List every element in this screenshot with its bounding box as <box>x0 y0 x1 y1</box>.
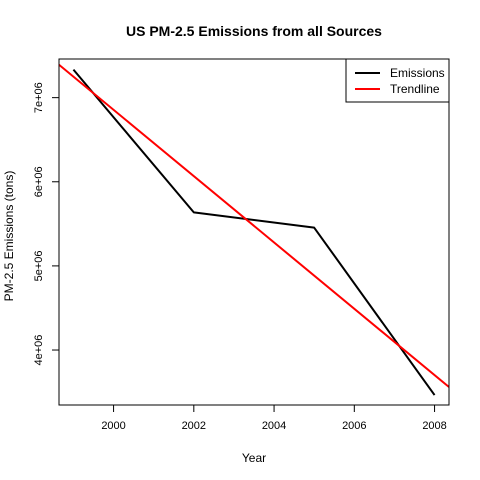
x-tick-label: 2004 <box>262 420 286 432</box>
plot-area: 2000 2002 2004 2006 2008 4e+06 5e+06 6e+06 7e+06… <box>33 58 450 432</box>
series-line-emissions <box>72 68 436 396</box>
x-axis-label: Year <box>242 451 266 465</box>
legend-box <box>345 58 450 103</box>
x-tick-label: 2002 <box>182 420 206 432</box>
y-tick-label: 7e+06 <box>33 82 45 113</box>
x-tick-label: 2006 <box>342 420 366 432</box>
x-tick-label: 2000 <box>101 420 125 432</box>
legend-label-emissions: Emissions <box>390 66 445 80</box>
legend-label-trendline: Trendline <box>390 82 440 96</box>
y-tick-label: 4e+06 <box>33 335 45 366</box>
chart-title: US PM-2.5 Emissions from all Sources <box>126 23 382 39</box>
y-axis-label: PM-2.5 Emissions (tons) <box>2 171 16 302</box>
x-tick-label: 2008 <box>422 420 446 432</box>
y-tick-label: 5e+06 <box>33 250 45 281</box>
y-tick-label: 6e+06 <box>33 166 45 197</box>
series-line-trendline <box>59 63 449 388</box>
